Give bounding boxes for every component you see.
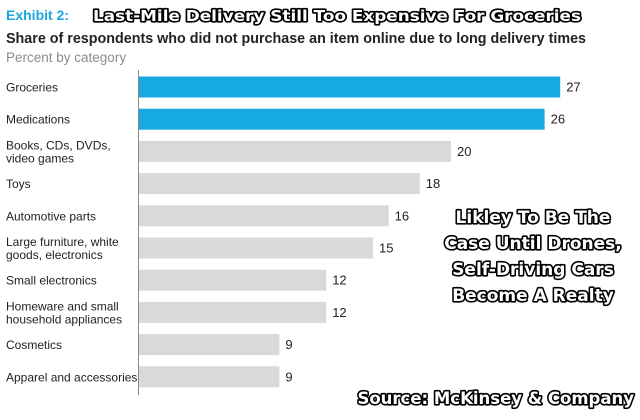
headline: Last-Mile Delivery Still Too Expensive F… [93, 7, 581, 25]
category-label: Cosmetics [6, 338, 62, 352]
category-label: Books, CDs, DVDs, video games [6, 138, 111, 165]
bar [139, 366, 280, 388]
data-label: 12 [332, 305, 346, 320]
annotation-line: Case Until Drones, [444, 234, 622, 254]
data-label: 15 [379, 241, 393, 256]
category-label-line: Large furniture, white [6, 235, 119, 249]
bar [139, 237, 373, 259]
category-label: Automotive parts [6, 209, 96, 223]
bar [139, 173, 420, 195]
data-label: 9 [285, 369, 292, 384]
data-label: 9 [285, 337, 292, 352]
category-label: Toys [6, 177, 31, 191]
bar [139, 140, 451, 162]
category-label: Medications [6, 113, 70, 127]
category-label-line: Medications [6, 113, 70, 127]
category-label-line: video games [6, 151, 74, 165]
category-label: Groceries [6, 81, 58, 95]
annotation-callout: Likley To Be The Case Until Drones, Self… [443, 206, 624, 307]
data-label: 18 [426, 176, 440, 191]
unit-label: Percent by category [6, 50, 126, 65]
bars-group: 27 Groceries 26 Medications 20 Books, CDs, DV… [6, 76, 581, 388]
annotation-line: Self-Driving Cars [452, 260, 614, 280]
bar [139, 334, 280, 356]
bar [139, 108, 545, 130]
category-label-line: goods, electronics [6, 248, 103, 262]
data-label: 27 [566, 80, 580, 95]
annotation-line: Likley To Be The [456, 208, 611, 228]
bar [139, 76, 561, 98]
bar [139, 205, 389, 227]
data-label: 16 [395, 208, 409, 223]
category-label-line: Groceries [6, 81, 58, 95]
category-label-line: Homeware and small [6, 299, 119, 313]
category-label-line: Cosmetics [6, 338, 62, 352]
category-label-line: Automotive parts [6, 209, 96, 223]
category-label-line: Books, CDs, DVDs, [6, 138, 111, 152]
category-label: Small electronics [6, 274, 97, 288]
chart-subtitle: Share of respondents who did not purchas… [6, 31, 586, 47]
category-label-line: Toys [6, 177, 31, 191]
category-label: Apparel and accessories [6, 370, 137, 384]
category-label-line: Apparel and accessories [6, 370, 137, 384]
source-note: Source: McKinsey & Company [357, 389, 634, 408]
category-label-line: Small electronics [6, 274, 97, 288]
category-label: Homeware and small household appliances [6, 299, 122, 326]
data-label: 20 [457, 144, 471, 159]
annotation-line: Become A Realty [452, 286, 614, 306]
bar [139, 269, 327, 291]
exhibit-label: Exhibit 2: [6, 7, 69, 23]
category-label-line: household appliances [6, 312, 122, 326]
data-label: 26 [551, 112, 565, 127]
category-label: Large furniture, white goods, electronics [6, 235, 119, 262]
data-label: 12 [332, 273, 346, 288]
bar [139, 301, 327, 323]
